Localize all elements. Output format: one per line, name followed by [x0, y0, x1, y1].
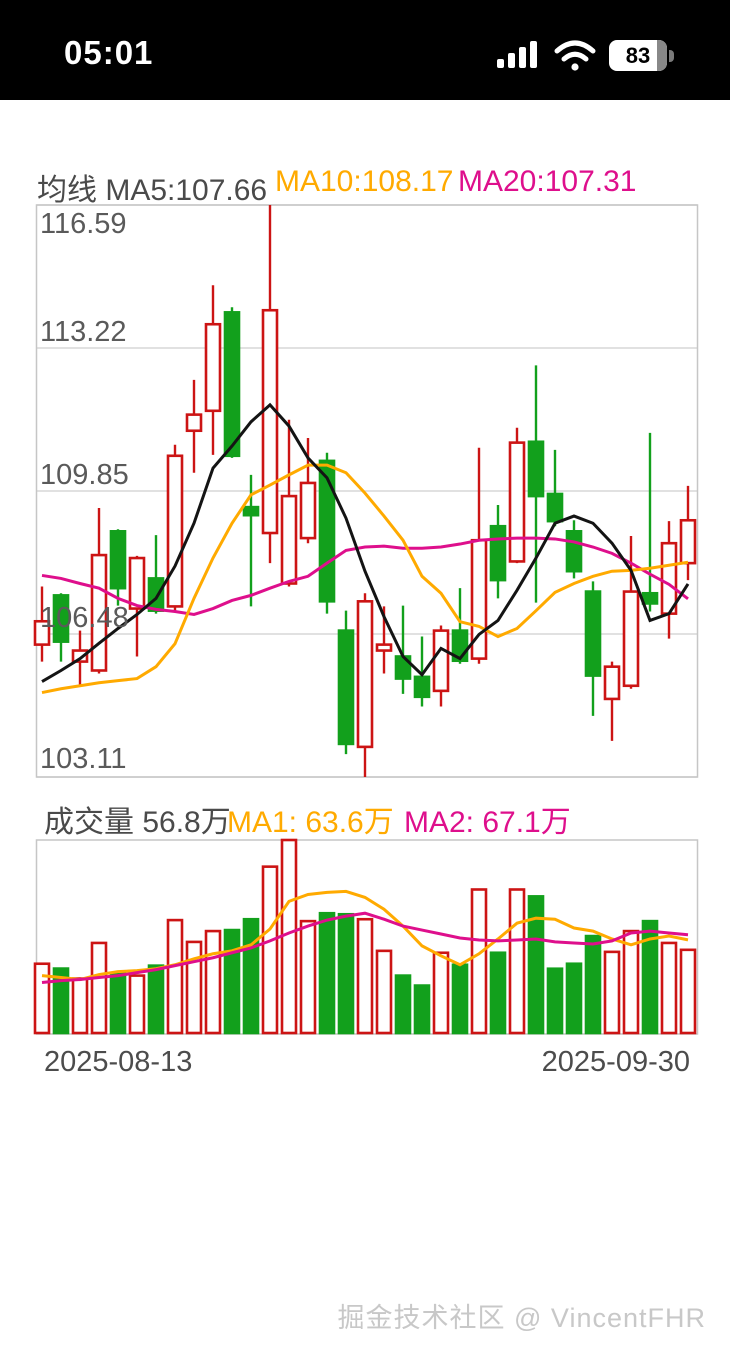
price-tick-1: 116.59 — [40, 208, 127, 240]
volume-bar — [71, 977, 89, 1035]
watermark: 掘金技术社区 @ VincentFHR — [337, 1303, 706, 1333]
volume-bar — [223, 928, 241, 1035]
volume-bar — [52, 967, 70, 1035]
volume-bar — [546, 967, 564, 1035]
ma10-line — [41, 463, 689, 695]
candle-body — [584, 590, 602, 677]
x-axis-start-date: 2025-08-13 — [44, 1046, 193, 1078]
candle-body — [375, 643, 393, 652]
candle-body — [128, 556, 146, 610]
candle-body — [166, 454, 184, 608]
x-axis-end-date: 2025-09-30 — [541, 1046, 690, 1078]
status-bar: 05:01 83 — [0, 0, 730, 100]
price-header-ma10: MA10:108.17 — [275, 165, 454, 198]
volume-bar — [166, 918, 184, 1035]
candle-body — [147, 577, 165, 612]
price-tick-3: 109.85 — [40, 459, 129, 491]
volume-bar — [451, 963, 469, 1035]
volume-bar — [679, 948, 697, 1035]
candle-body — [71, 649, 89, 663]
volume-bar — [394, 974, 412, 1035]
candle-body — [546, 492, 564, 523]
volume-bar — [603, 950, 621, 1035]
volume-bar — [337, 912, 355, 1035]
price-pane-border — [35, 204, 699, 778]
volume-bar — [584, 934, 602, 1035]
candle-body — [413, 675, 431, 699]
candle-body — [33, 619, 51, 646]
battery-percent: 83 — [625, 42, 651, 68]
volume-bar — [413, 984, 431, 1035]
candle-body — [641, 591, 659, 605]
battery-depleted-segment — [657, 40, 667, 71]
volume-bar — [299, 919, 317, 1035]
volume-bar — [261, 865, 279, 1035]
volume-header-current: 成交量 56.8万 — [44, 806, 231, 839]
volume-bar — [508, 888, 526, 1035]
volume-bar — [185, 940, 203, 1035]
candle-body — [489, 524, 507, 582]
candle-body — [527, 440, 545, 498]
candle-body — [337, 629, 355, 746]
volume-bar — [204, 929, 222, 1035]
candle-body — [185, 413, 203, 433]
candle-body — [622, 590, 640, 688]
volume-bar — [375, 949, 393, 1035]
volume-bar — [470, 888, 488, 1035]
volume-bar — [489, 951, 507, 1035]
volume-bar — [622, 929, 640, 1035]
volume-bar — [641, 919, 659, 1035]
volume-bar — [432, 951, 450, 1035]
candle-body — [242, 505, 260, 517]
volume-bar — [33, 962, 51, 1035]
volume-bar — [318, 911, 336, 1035]
candle-body — [52, 594, 70, 643]
price-tick-2: 113.22 — [40, 316, 127, 348]
candle-body — [109, 530, 127, 590]
volume-bar — [660, 941, 678, 1035]
candle-body — [356, 600, 374, 749]
battery-body: 83 — [609, 40, 667, 71]
price-header-ma20: MA20:107.31 — [458, 165, 637, 198]
candle-body — [318, 459, 336, 603]
volume-bar — [242, 917, 260, 1035]
battery-icon: 83 — [609, 40, 674, 71]
clock: 05:01 — [64, 34, 154, 71]
battery-nub — [669, 49, 674, 62]
volume-bar — [128, 974, 146, 1035]
cellular-signal-icon — [497, 41, 537, 68]
candle-body — [565, 530, 583, 573]
volume-bar — [565, 962, 583, 1035]
price-tick-5: 103.11 — [40, 743, 127, 775]
candle-body — [660, 541, 678, 615]
candle-body — [299, 481, 317, 540]
ma20-line — [41, 536, 689, 617]
volume-bar — [90, 941, 108, 1035]
ma5-line — [41, 402, 690, 683]
candle-body — [204, 322, 222, 413]
volume-header-ma2: MA2: 67.1万 — [404, 806, 571, 839]
candle-body — [261, 308, 279, 535]
volume-bar — [147, 964, 165, 1035]
price-header-ma-group: 均线 MA5:107.66 — [37, 174, 268, 207]
candle-body — [280, 494, 298, 585]
candle-body — [679, 518, 697, 565]
volume-bar — [109, 972, 127, 1035]
candle-body — [432, 629, 450, 693]
candle-body — [603, 665, 621, 701]
volume-bar — [527, 895, 545, 1035]
volume-header-ma1: MA1: 63.6万 — [227, 806, 394, 839]
wifi-icon — [554, 40, 596, 71]
candle-body — [508, 441, 526, 563]
volume-bar — [356, 917, 374, 1035]
candle-body — [223, 311, 241, 458]
price-tick-4: 106.48 — [40, 602, 129, 634]
status-icons: 83 — [497, 40, 674, 71]
volume-ma2-line — [41, 911, 689, 984]
